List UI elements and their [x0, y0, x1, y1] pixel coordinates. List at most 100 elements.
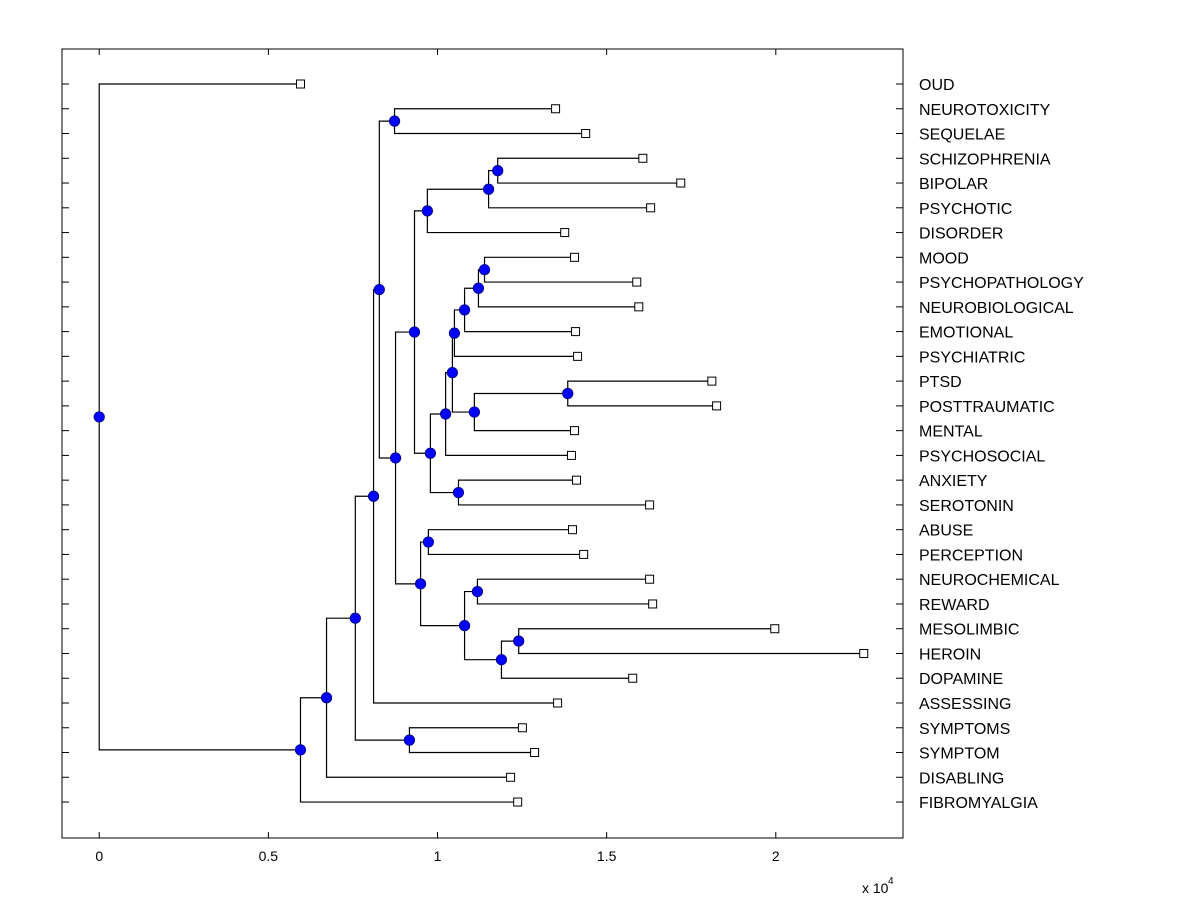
x-tick-label: 2 — [772, 848, 780, 864]
x-tick-label: 0 — [95, 848, 103, 864]
leaf-marker-bipolar — [676, 178, 686, 188]
leaf-label-mesolimbic: MESOLIMBIC — [919, 622, 1019, 639]
leaf-marker-heroin — [859, 648, 869, 658]
leaf-marker-mesolimbic — [770, 624, 780, 634]
leaf-marker-serotonin — [645, 500, 655, 510]
leaf-label-fibromyalgia: FIBROMYALGIA — [919, 795, 1038, 812]
leaf-label-serotonin: SEROTONIN — [919, 498, 1014, 515]
leaf-label-disorder: DISORDER — [919, 226, 1003, 243]
node-markers — [93, 115, 574, 756]
leaf-label-psychopathology: PSYCHOPATHOLOGY — [919, 275, 1084, 292]
leaf-label-neurotoxicity: NEUROTOXICITY — [919, 102, 1051, 119]
leaf-marker-psychosocial — [566, 450, 576, 460]
node-marker-n6 — [446, 367, 458, 379]
dendrogram-link — [394, 331, 415, 458]
node-marker-root — [93, 411, 105, 423]
node-marker-n2 — [472, 282, 485, 294]
dendrogram-link — [500, 640, 519, 660]
leaf-marker-schizophrenia — [638, 153, 648, 163]
node-marker-n17 — [294, 744, 307, 756]
node-marker-n16 — [320, 692, 333, 704]
node-marker-n-symp — [403, 734, 416, 746]
leaf-marker-neurotoxicity — [551, 104, 561, 114]
leaf-label-psychotic: PSYCHOTIC — [919, 201, 1012, 218]
leaf-marker-neurobiological — [634, 302, 644, 312]
leaf-label-bipolar: BIPOLAR — [919, 176, 988, 193]
leaf-label-symptom: SYMPTOM — [919, 746, 1000, 763]
leaf-label-mood: MOOD — [919, 250, 969, 267]
dendrogram-link — [354, 618, 410, 741]
leaf-marker-oud — [295, 79, 305, 89]
dendrogram-link — [354, 495, 374, 619]
dendrogram-link — [426, 188, 489, 211]
leaf-marker-sequelae — [581, 129, 591, 139]
leaf-label-psychiatric: PSYCHIATRIC — [919, 349, 1025, 366]
node-marker-n-bip — [482, 183, 495, 195]
x-tick-label: 1 — [434, 848, 442, 864]
node-marker-n11 — [414, 578, 427, 590]
dendrogram-link — [445, 414, 572, 456]
node-marker-n5 — [468, 406, 480, 418]
leaf-label-reward: REWARD — [919, 597, 990, 614]
node-marker-n-mood — [478, 264, 491, 276]
leaf-marker-reward — [648, 599, 658, 609]
dendrogram-link — [426, 210, 565, 234]
leaf-marker-perception — [579, 549, 589, 559]
leaf-marker-mood — [570, 252, 580, 262]
x-scale-exponent-label: x 10 — [862, 880, 889, 896]
dendrogram-link — [463, 309, 576, 333]
leaf-label-disabling: DISABLING — [919, 770, 1004, 787]
leaf-marker-neurochemical — [645, 574, 655, 584]
leaf-marker-emotional — [571, 327, 581, 337]
leaf-label-assessing: ASSESSING — [919, 696, 1011, 713]
node-marker-n-neuro — [388, 115, 401, 127]
node-marker-n15 — [349, 612, 361, 624]
node-marker-n-nc — [471, 585, 484, 598]
dendrogram-link — [325, 697, 511, 778]
leaf-marker-psychiatric — [573, 351, 583, 361]
dendrogram-link — [394, 457, 421, 585]
leaf-marker-fibromyalgia — [513, 797, 523, 807]
dendrogram-link — [453, 333, 578, 357]
dendrogram-link — [299, 749, 518, 803]
leaf-label-neurobiological: NEUROBIOLOGICAL — [919, 300, 1074, 317]
leaf-marker-mental — [570, 426, 580, 436]
leaf-label-mental: MENTAL — [919, 424, 983, 441]
node-marker-n-schizo — [492, 165, 504, 177]
leaf-marker-psychopathology — [632, 277, 642, 287]
node-marker-n4 — [448, 327, 461, 339]
leaf-marker-psychotic — [646, 203, 656, 213]
dendrogram-link — [473, 392, 568, 413]
dendrogram-link — [372, 496, 558, 704]
dendrogram-link — [419, 583, 465, 627]
dendrogram-link — [98, 416, 301, 751]
leaf-label-oud: OUD — [919, 77, 955, 94]
leaf-markers — [295, 79, 869, 807]
node-marker-n-abuse — [422, 536, 434, 548]
leaf-label-anxiety: ANXIETY — [919, 473, 988, 490]
dendrogram-link — [299, 697, 327, 750]
x-tick-label: 0.5 — [259, 848, 279, 864]
leaf-marker-posttraumatic — [712, 401, 722, 411]
x-axis-ticks: 0 0.5 1 1.5 2 — [95, 49, 780, 864]
leaf-marker-symptom — [530, 748, 540, 758]
x-scale-exponent: 4 — [888, 876, 894, 887]
node-marker-n13 — [373, 283, 385, 296]
leaf-marker-ptsd — [707, 376, 717, 386]
leaf-label-heroin: HEROIN — [919, 646, 981, 663]
node-marker-n8 — [424, 447, 437, 459]
axes — [61, 48, 904, 839]
leaf-marker-dopamine — [628, 673, 638, 683]
dendrogram-link — [325, 617, 356, 698]
leaf-label-symptoms: SYMPTOMS — [919, 721, 1010, 738]
leaf-label-schizophrenia: SCHIZOPHRENIA — [919, 151, 1051, 168]
dendrogram-link — [451, 372, 475, 413]
leaf-label-ptsd: PTSD — [919, 374, 962, 391]
node-marker-n14 — [367, 490, 380, 502]
leaf-label-neurochemical: NEUROCHEMICAL — [919, 572, 1060, 589]
node-marker-n-dis — [421, 205, 433, 217]
leaf-marker-anxiety — [572, 475, 582, 485]
node-marker-n3 — [458, 304, 471, 316]
leaf-labels: OUD NEUROTOXICITY SEQUELAE SCHIZOPHRENIA BIP… — [919, 77, 1084, 812]
